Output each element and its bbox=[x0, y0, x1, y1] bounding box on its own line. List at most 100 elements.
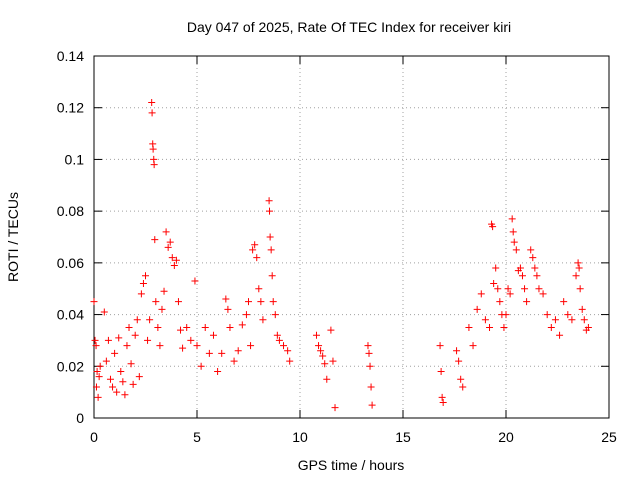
data-point bbox=[490, 280, 498, 288]
data-point bbox=[543, 311, 551, 319]
data-point bbox=[368, 401, 376, 409]
data-point bbox=[142, 272, 149, 280]
data-point bbox=[90, 298, 98, 306]
y-tick-label: 0.14 bbox=[57, 48, 84, 64]
data-point bbox=[146, 316, 154, 324]
x-tick-label: 10 bbox=[292, 429, 308, 445]
data-point bbox=[156, 342, 164, 350]
y-tick-label: 0.06 bbox=[57, 255, 84, 271]
data-point bbox=[286, 357, 294, 365]
data-point bbox=[539, 290, 547, 298]
data-point bbox=[129, 380, 137, 388]
data-point bbox=[160, 287, 168, 295]
data-point bbox=[580, 316, 588, 324]
data-point bbox=[100, 308, 108, 316]
data-point bbox=[481, 316, 489, 324]
data-point bbox=[104, 336, 112, 344]
data-point bbox=[436, 342, 444, 350]
data-point bbox=[438, 393, 446, 401]
data-point bbox=[259, 316, 267, 324]
y-tick-label: 0 bbox=[76, 410, 84, 426]
data-point bbox=[267, 246, 275, 254]
data-point bbox=[102, 357, 110, 365]
data-point bbox=[323, 375, 331, 383]
data-point bbox=[465, 324, 473, 331]
data-point bbox=[366, 362, 374, 370]
data-point bbox=[510, 238, 518, 246]
data-point bbox=[226, 324, 234, 331]
data-point bbox=[172, 256, 180, 264]
data-point bbox=[137, 290, 145, 298]
data-point bbox=[197, 362, 205, 370]
x-tick-label: 20 bbox=[498, 429, 514, 445]
x-tick-label: 15 bbox=[395, 429, 411, 445]
data-point bbox=[150, 161, 158, 169]
data-point bbox=[158, 305, 166, 313]
data-point bbox=[117, 367, 125, 375]
data-points bbox=[90, 99, 592, 412]
data-point bbox=[455, 357, 463, 365]
data-point bbox=[486, 324, 494, 331]
x-tick-labels: 0 5 10 15 20 25 bbox=[90, 429, 617, 445]
data-point bbox=[518, 272, 526, 280]
data-point bbox=[535, 285, 543, 293]
chart-title: Day 047 of 2025, Rate Of TEC Index for r… bbox=[187, 19, 511, 35]
data-point bbox=[506, 290, 514, 298]
data-point bbox=[177, 326, 185, 334]
data-point bbox=[123, 342, 131, 350]
data-point bbox=[164, 243, 172, 251]
data-point bbox=[218, 349, 226, 357]
data-point bbox=[191, 277, 199, 285]
data-point bbox=[284, 347, 292, 355]
data-point bbox=[273, 331, 281, 339]
x-tick-label: 0 bbox=[90, 429, 98, 445]
data-point bbox=[500, 324, 508, 331]
data-point bbox=[269, 298, 277, 306]
data-point bbox=[127, 360, 135, 368]
data-point bbox=[547, 324, 555, 331]
data-point bbox=[94, 393, 102, 401]
data-point bbox=[111, 349, 119, 357]
data-point bbox=[170, 261, 178, 269]
data-point bbox=[367, 383, 375, 391]
data-point bbox=[512, 246, 520, 254]
data-point bbox=[529, 254, 537, 262]
data-point bbox=[556, 331, 564, 339]
data-point bbox=[504, 285, 512, 293]
axis-ticks bbox=[93, 55, 610, 419]
data-point bbox=[527, 246, 535, 254]
data-point bbox=[564, 311, 572, 319]
data-point bbox=[183, 324, 191, 331]
data-point bbox=[494, 285, 502, 293]
data-point bbox=[224, 305, 232, 313]
data-point bbox=[133, 316, 141, 324]
data-point bbox=[533, 272, 541, 280]
data-point bbox=[151, 236, 159, 244]
data-point bbox=[489, 223, 497, 231]
data-point bbox=[509, 228, 517, 236]
data-point bbox=[162, 228, 170, 236]
y-tick-label: 0.02 bbox=[57, 358, 84, 374]
data-point bbox=[521, 285, 529, 293]
data-point bbox=[139, 280, 147, 288]
data-point bbox=[576, 285, 584, 293]
data-point bbox=[329, 357, 337, 365]
data-point bbox=[96, 362, 104, 370]
data-point bbox=[193, 342, 201, 350]
data-point bbox=[453, 347, 461, 355]
data-point bbox=[242, 311, 250, 319]
x-axis-title: GPS time / hours bbox=[298, 457, 405, 473]
data-point bbox=[508, 215, 516, 223]
data-point bbox=[257, 298, 265, 306]
data-point bbox=[234, 347, 242, 355]
data-point bbox=[168, 254, 176, 262]
data-point bbox=[321, 360, 329, 368]
data-point bbox=[131, 331, 139, 339]
data-point bbox=[457, 375, 465, 383]
data-point bbox=[179, 344, 187, 352]
data-point bbox=[275, 336, 283, 344]
data-point bbox=[492, 264, 500, 272]
data-point bbox=[437, 367, 445, 375]
data-point bbox=[125, 324, 133, 331]
